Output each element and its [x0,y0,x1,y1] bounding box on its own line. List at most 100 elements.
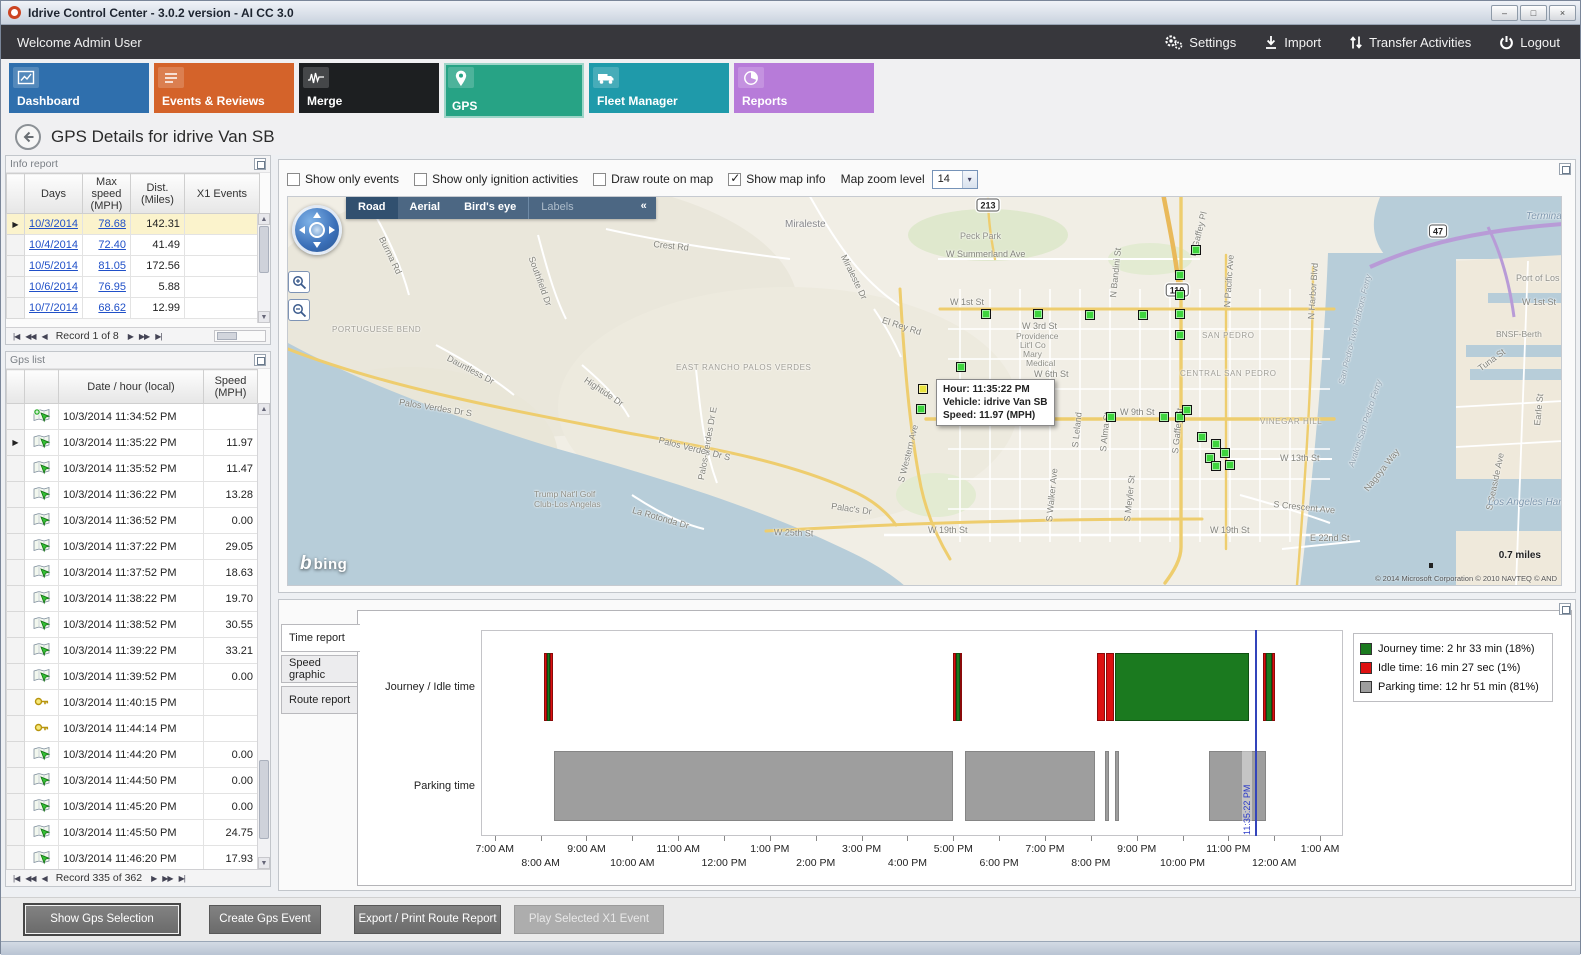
gps-marker[interactable] [918,384,928,394]
gps-list-row[interactable]: 10/3/2014 11:35:52 PM 11.47 [6,455,258,482]
max-speed-link[interactable]: 81.05 [98,260,126,272]
create-gps-event-button[interactable]: Create Gps Event [209,905,321,934]
scroll-down-icon[interactable]: ▼ [258,311,270,323]
gps-marker[interactable] [1197,432,1207,442]
gps-list-row[interactable]: 10/3/2014 11:44:14 PM [6,715,258,742]
nav-next-page-button[interactable]: ▶▶ [162,873,173,883]
gps-list-row[interactable]: 10/3/2014 11:40:15 PM [6,689,258,716]
gps-list-row[interactable]: 10/3/2014 11:39:52 PM 0.00 [6,663,258,690]
nav-prev-button[interactable]: ◀ [41,873,48,883]
back-button[interactable] [15,124,41,150]
scroll-track[interactable] [258,225,270,311]
export-print-route-report-button[interactable]: Export / Print Route Report [354,905,501,934]
gps-col-header-speed-mph[interactable]: Speed (MPH) [203,369,258,404]
gps-list-collapse-button[interactable] [254,354,266,366]
gps-marker[interactable] [1175,290,1185,300]
gps-list-row[interactable]: 10/3/2014 11:39:22 PM 33.21 [6,637,258,664]
gps-list-row[interactable]: 10/3/2014 11:45:50 PM 24.75 [6,819,258,846]
gps-marker[interactable] [1159,412,1169,422]
day-link[interactable]: 10/7/2014 [29,302,78,314]
gps-list-row[interactable]: 10/3/2014 11:37:22 PM 29.05 [6,533,258,560]
time-cursor-line[interactable] [1255,630,1258,836]
gps-marker[interactable] [1175,330,1185,340]
transfer-button[interactable]: Transfer Activities [1349,35,1471,50]
gps-marker[interactable] [1220,448,1230,458]
nav-tile-reports[interactable]: Reports [734,63,874,113]
gps-list-row[interactable]: 10/3/2014 11:46:20 PM 17.93 [6,845,258,869]
checkbox-icon[interactable] [593,172,607,186]
chevron-down-icon[interactable]: ▾ [961,170,977,188]
horizontal-scrollbar[interactable] [214,330,266,342]
nav-tile-events[interactable]: Events & Reviews [154,63,294,113]
show-only-ignition-activities-checkbox[interactable]: Show only ignition activities [414,172,578,186]
gps-marker[interactable] [1211,439,1221,449]
info-report-collapse-button[interactable] [254,158,266,170]
info-col-header-dist-miles[interactable]: Dist. (Miles) [129,173,185,214]
map-style-tab-road[interactable]: Road [346,197,398,219]
max-speed-link[interactable]: 68.62 [98,302,126,314]
gps-list-row[interactable]: 10/3/2014 11:34:52 PM [6,403,258,430]
nav-tile-merge[interactable]: Merge [299,63,439,113]
map-style-tab-aerial[interactable]: Aerial [409,201,441,213]
map-panel-collapse-button[interactable] [1559,163,1571,175]
nav-first-button[interactable]: |◀ [13,331,20,341]
close-button[interactable]: × [1549,4,1576,21]
info-report-row[interactable]: 10/6/2014 76.95 5.88 [6,276,260,298]
scroll-track[interactable] [258,415,270,857]
nav-last-button[interactable]: ▶| [178,873,186,883]
nav-next-page-button[interactable]: ▶▶ [138,331,150,341]
gps-marker[interactable] [1033,309,1043,319]
gps-list-row[interactable]: ▶ 10/3/2014 11:35:22 PM 11.97 [6,429,258,456]
gps-marker[interactable] [1205,453,1215,463]
nav-tile-dashboard[interactable]: Dashboard [9,63,149,113]
gps-marker[interactable] [1138,310,1148,320]
gps-col-header-date-hour-local[interactable]: Date / hour (local) [58,369,204,404]
pan-up-icon[interactable] [313,212,321,218]
map-pan-control[interactable] [292,205,342,255]
map-stylebar-collapse-button[interactable]: « [640,200,647,212]
checkbox-icon[interactable] [728,171,742,186]
scroll-thumb[interactable] [217,332,237,340]
scroll-thumb[interactable] [259,759,269,840]
day-link[interactable]: 10/5/2014 [29,260,78,272]
pan-hub-icon[interactable] [309,222,325,238]
gps-marker[interactable] [981,309,991,319]
nav-next-button[interactable]: ▶ [127,331,134,341]
nav-next-button[interactable]: ▶ [151,873,157,883]
gps-list-vscrollbar[interactable]: ▲ ▼ [257,403,270,869]
gps-list-row[interactable]: 10/3/2014 11:36:22 PM 13.28 [6,481,258,508]
max-speed-link[interactable]: 72.40 [98,239,126,251]
gps-marker[interactable] [1085,310,1095,320]
pan-right-icon[interactable] [329,226,335,234]
map-zoom-out-button[interactable] [288,299,310,321]
settings-button[interactable]: Settings [1163,34,1236,50]
nav-last-button[interactable]: ▶| [155,331,162,341]
day-link[interactable]: 10/4/2014 [29,239,78,251]
gps-marker[interactable] [1182,405,1192,415]
show-only-events-checkbox[interactable]: Show only events [287,172,399,186]
gps-marker[interactable] [1225,460,1235,470]
gps-list-row[interactable]: 10/3/2014 11:44:20 PM 0.00 [6,741,258,768]
info-col-header-x1-events[interactable]: X1 Events [183,173,260,214]
scroll-thumb[interactable] [259,226,269,274]
pan-left-icon[interactable] [299,226,305,234]
nav-prev-page-button[interactable]: ◀◀ [25,331,36,341]
pan-down-icon[interactable] [313,242,321,248]
day-link[interactable]: 10/6/2014 [29,281,78,293]
gps-marker[interactable] [1211,461,1221,471]
info-col-header-days[interactable]: Days [24,173,83,214]
nav-tile-fleet[interactable]: Fleet Manager [589,63,729,113]
nav-prev-button[interactable]: ◀ [41,331,48,341]
nav-prev-page-button[interactable]: ◀◀ [25,873,36,883]
gps-list-row[interactable]: 10/3/2014 11:38:22 PM 19.70 [6,585,258,612]
gps-marker[interactable] [956,362,966,372]
show-map-info-checkbox[interactable]: Show map info [728,171,826,186]
checkbox-icon[interactable] [414,172,428,186]
gps-list-row[interactable]: 10/3/2014 11:38:52 PM 30.55 [6,611,258,638]
chart-tab-route-report[interactable]: Route report [281,686,358,714]
map-zoom-level-dropdown[interactable]: 14 ▾ [931,169,978,189]
chart-tab-time-report[interactable]: Time report [281,624,360,652]
maximize-button[interactable]: □ [1520,4,1547,21]
chart-panel-collapse-button[interactable] [1559,603,1571,615]
chart-tab-speed-graphic[interactable]: Speed graphic [281,655,358,683]
